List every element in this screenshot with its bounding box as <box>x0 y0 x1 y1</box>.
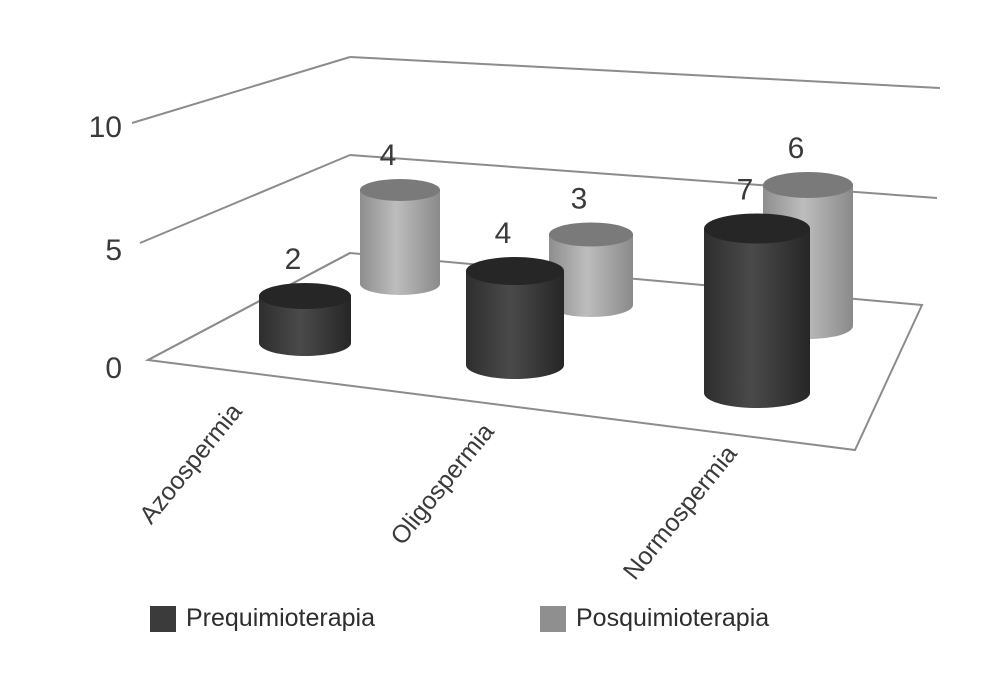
data-label: 6 <box>788 132 805 165</box>
bar-top <box>763 172 853 198</box>
bars: 4 3 6 2 4 7 <box>259 132 853 408</box>
bar-top <box>259 283 351 309</box>
bar-posquimioterapia-oligospermia: 3 <box>549 183 633 317</box>
gridline-10 <box>131 56 351 124</box>
legend-label: Prequimioterapia <box>186 604 375 632</box>
bar-prequimioterapia-normospermia: 7 <box>704 174 810 408</box>
category-label: Azoospermia <box>134 398 248 529</box>
bar-prequimioterapia-oligospermia: 4 <box>466 217 564 379</box>
legend-swatch-dark <box>150 605 176 632</box>
gridline-0 <box>147 252 351 361</box>
bar-body <box>704 228 810 408</box>
legend-item-posquimioterapia: Posquimioterapia <box>540 604 769 633</box>
category-label: Normospermia <box>618 440 743 585</box>
bar-prequimioterapia-azoospermia: 2 <box>259 243 351 356</box>
bar-posquimioterapia-azoospermia: 4 <box>360 139 440 295</box>
y-tick-label: 5 <box>105 234 122 267</box>
bar-top <box>360 179 440 201</box>
data-label: 3 <box>571 183 588 216</box>
data-label: 4 <box>380 139 397 172</box>
data-label: 4 <box>495 217 512 250</box>
bar-body <box>549 234 633 317</box>
y-tick-label: 0 <box>105 352 122 385</box>
legend-item-prequimioterapia: Prequimioterapia <box>150 604 375 633</box>
data-label: 2 <box>285 243 302 276</box>
bar-top <box>549 222 633 247</box>
legend-swatch-light <box>540 605 566 632</box>
bar-top <box>466 257 564 285</box>
legend-label: Posquimioterapia <box>576 604 770 632</box>
bar-top <box>704 213 810 244</box>
x-axis: Azoospermia Oligospermia Normospermia <box>134 398 743 585</box>
gridline-10-back <box>349 56 941 89</box>
y-tick-label: 10 <box>89 111 122 144</box>
y-axis: 0 5 10 <box>89 111 122 385</box>
bar-body <box>360 190 440 295</box>
gridline-5 <box>139 154 351 244</box>
data-label: 7 <box>737 174 754 207</box>
bar-body <box>466 271 564 379</box>
bar-body <box>259 296 351 356</box>
category-label: Oligospermia <box>385 418 500 550</box>
